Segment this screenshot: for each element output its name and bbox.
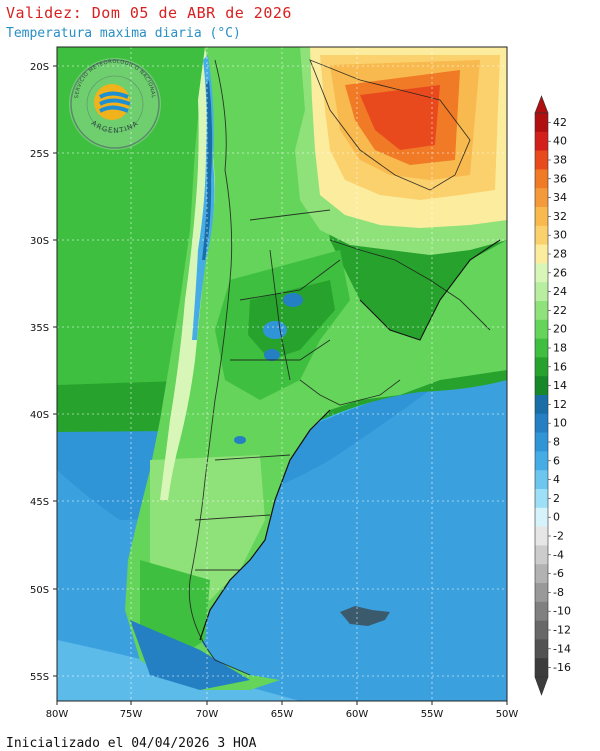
colorbar-label: 26 bbox=[553, 266, 567, 279]
colorbar-label: 18 bbox=[553, 342, 567, 355]
colorbar-label: 22 bbox=[553, 304, 567, 317]
colorbar-swatch bbox=[535, 319, 548, 339]
longitude-labels: 80W 75W 70W 65W 60W 55W 50W bbox=[46, 709, 519, 720]
lat-label-45s: 45S bbox=[30, 497, 49, 508]
colorbar-label: -12 bbox=[553, 624, 571, 637]
lon-label-80w: 80W bbox=[46, 709, 69, 720]
forecast-validity-title: Validez: Dom 05 de ABR de 2026 bbox=[6, 4, 292, 22]
colorbar-labels: 424038363432302826242220181614121086420-… bbox=[548, 116, 571, 674]
colorbar-swatch bbox=[535, 620, 548, 640]
axis-ticks bbox=[53, 65, 508, 705]
variable-subtitle: Temperatura maxima diaria (°C) bbox=[6, 26, 241, 41]
colorbar-swatch bbox=[535, 338, 548, 358]
lat-label-55s: 55S bbox=[30, 672, 49, 683]
latitude-labels: 20S 25S 30S 35S 40S 45S 50S 55S bbox=[30, 62, 49, 683]
colorbar-swatch bbox=[535, 564, 548, 584]
colorbar-label: 0 bbox=[553, 511, 560, 524]
colorbar-swatch bbox=[535, 207, 548, 227]
lon-label-75w: 75W bbox=[120, 709, 143, 720]
colorbar-swatch bbox=[535, 451, 548, 471]
colorbar-label: 10 bbox=[553, 417, 567, 430]
colorbar-label: 20 bbox=[553, 323, 567, 336]
colorbar-label: -10 bbox=[553, 605, 571, 618]
lat-label-40s: 40S bbox=[30, 410, 49, 421]
colorbar-swatch bbox=[535, 188, 548, 208]
colorbar-swatch bbox=[535, 357, 548, 377]
initialization-footer: Inicializado el 04/04/2026 3 HOA bbox=[6, 736, 257, 751]
colorbar-swatch bbox=[535, 113, 548, 133]
colorbar-swatch bbox=[535, 376, 548, 396]
colorbar-label: 40 bbox=[553, 135, 567, 148]
colorbar-swatch bbox=[535, 150, 548, 170]
colorbar-label: 36 bbox=[553, 172, 567, 185]
colorbar-swatch bbox=[535, 395, 548, 415]
lon-label-70w: 70W bbox=[196, 709, 219, 720]
colorbar-swatch bbox=[535, 282, 548, 302]
temperature-field bbox=[57, 47, 507, 701]
lat-label-20s: 20S bbox=[30, 62, 49, 73]
colorbar-label: 32 bbox=[553, 210, 567, 223]
colorbar-swatch bbox=[535, 507, 548, 527]
colorbar-label: 16 bbox=[553, 360, 567, 373]
lon-label-65w: 65W bbox=[271, 709, 294, 720]
temperature-colorbar: 424038363432302826242220181614121086420-… bbox=[534, 95, 571, 696]
lon-label-55w: 55W bbox=[421, 709, 444, 720]
colorbar-label: -2 bbox=[553, 530, 564, 543]
colorbar-label: 42 bbox=[553, 116, 567, 129]
lon-label-50w: 50W bbox=[496, 709, 519, 720]
colorbar-swatches bbox=[534, 112, 549, 678]
smn-logo: SERVICIO METEOROLOGICO NACIONAL ARGENTIN… bbox=[69, 58, 161, 150]
colorbar-swatch bbox=[535, 658, 548, 678]
lat-label-50s: 50S bbox=[30, 585, 49, 596]
colorbar-label: -14 bbox=[553, 642, 571, 655]
colorbar-label: 6 bbox=[553, 454, 560, 467]
lat-label-35s: 35S bbox=[30, 323, 49, 334]
colorbar-label: 30 bbox=[553, 229, 567, 242]
colorbar-swatch bbox=[535, 470, 548, 490]
colorbar-label: -16 bbox=[553, 661, 571, 674]
colorbar-swatch bbox=[535, 301, 548, 321]
colorbar-label: 28 bbox=[553, 248, 567, 261]
colorbar-label: 12 bbox=[553, 398, 567, 411]
colorbar-label: 38 bbox=[553, 154, 567, 167]
colorbar-label: 34 bbox=[553, 191, 567, 204]
colorbar-swatch bbox=[535, 639, 548, 659]
colorbar-bottom-arrow bbox=[534, 676, 549, 696]
colorbar-swatch bbox=[535, 601, 548, 621]
colorbar-label: 4 bbox=[553, 473, 560, 486]
colorbar-label: 8 bbox=[553, 436, 560, 449]
colorbar-swatch bbox=[535, 263, 548, 283]
colorbar-swatch bbox=[535, 583, 548, 603]
colorbar-swatch bbox=[535, 489, 548, 509]
colorbar-swatch bbox=[535, 432, 548, 452]
colorbar-swatch bbox=[535, 169, 548, 189]
lat-label-25s: 25S bbox=[30, 149, 49, 160]
colorbar-swatch bbox=[535, 225, 548, 245]
colorbar-swatch bbox=[535, 131, 548, 151]
colorbar-label: 14 bbox=[553, 379, 567, 392]
colorbar-label: 24 bbox=[553, 285, 567, 298]
colorbar-swatch bbox=[535, 545, 548, 565]
lon-label-60w: 60W bbox=[346, 709, 369, 720]
colorbar-swatch bbox=[535, 526, 548, 546]
colorbar-label: -6 bbox=[553, 567, 564, 580]
colorbar-top-arrow bbox=[534, 95, 549, 114]
lat-label-30s: 30S bbox=[30, 236, 49, 247]
colorbar-label: -4 bbox=[553, 548, 564, 561]
colorbar-swatch bbox=[535, 413, 548, 433]
colorbar-swatch bbox=[535, 244, 548, 264]
colorbar-label: -8 bbox=[553, 586, 564, 599]
colorbar-label: 2 bbox=[553, 492, 560, 505]
